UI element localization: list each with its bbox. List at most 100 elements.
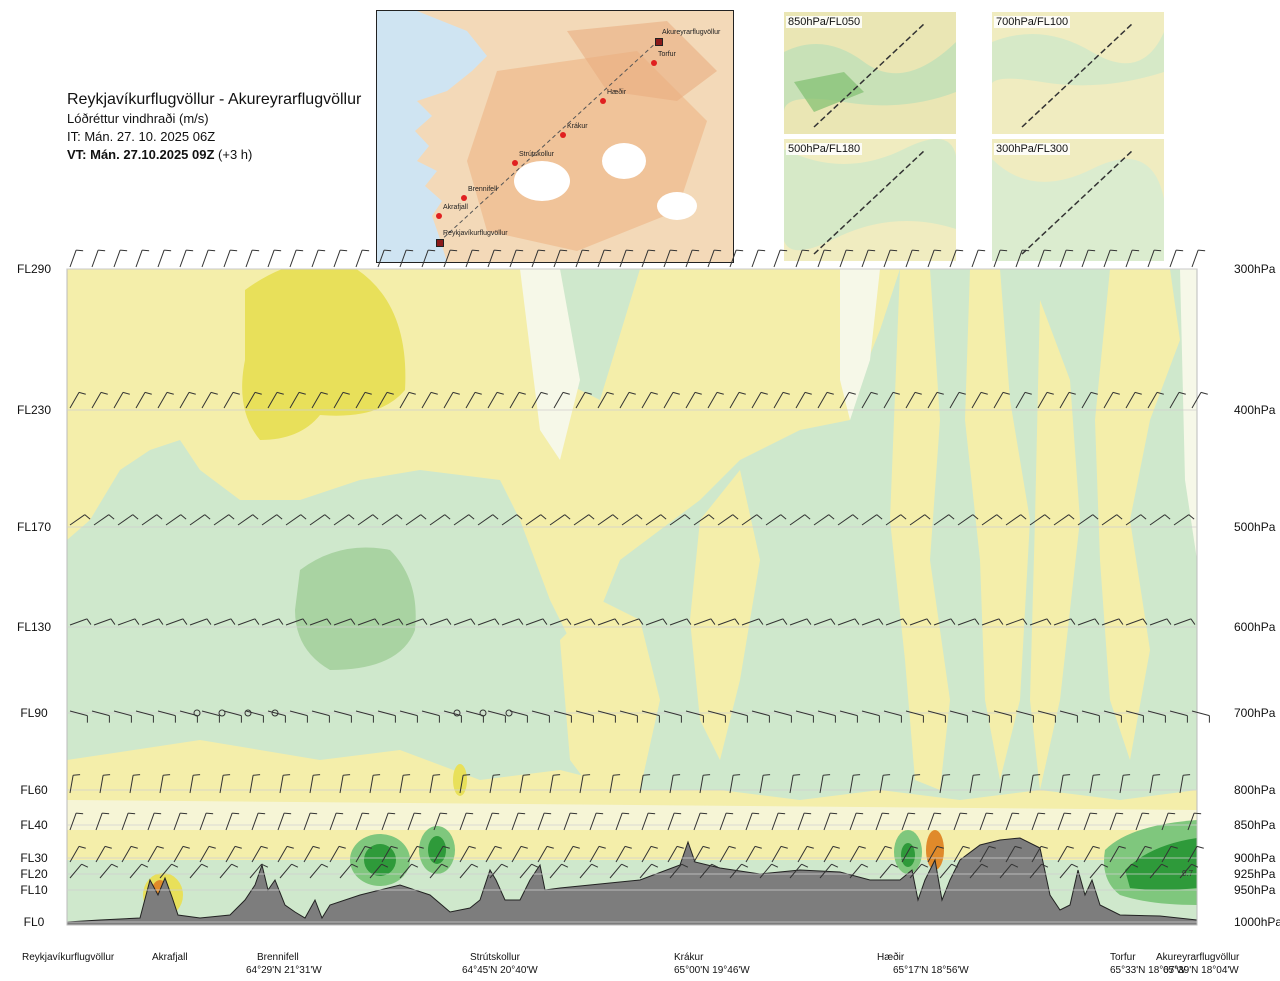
mini-map-300[interactable]: 300hPa/FL300	[992, 139, 1164, 261]
wind-barb	[525, 618, 548, 626]
wind-barb	[979, 845, 996, 863]
wind-barb	[303, 812, 318, 831]
wind-barb	[751, 249, 766, 268]
wind-barb	[249, 774, 261, 794]
wind-barb	[357, 514, 379, 526]
downdraft-band-3	[1030, 300, 1080, 790]
issue-time: IT: Mán. 27. 10. 2025 06Z	[67, 129, 216, 144]
wind-barb	[1169, 710, 1188, 723]
wind-barb	[333, 710, 352, 723]
flight-level-label: FL20	[20, 867, 48, 881]
wind-barb	[669, 863, 689, 879]
wind-barb	[309, 774, 321, 794]
wind-barb	[849, 774, 861, 794]
wind-barb	[69, 863, 89, 879]
wind-barb	[641, 845, 658, 863]
wind-barb	[641, 812, 656, 831]
wind-barb	[355, 812, 370, 831]
wind-barb	[823, 812, 838, 831]
wind-barb	[597, 618, 620, 626]
wind-barb	[759, 774, 771, 794]
route-map[interactable]: Akureyrarflugvöllur Torfur Hæðir Krákur Strú…	[376, 10, 734, 263]
pressure-level-label: 800hPa	[1234, 783, 1276, 797]
wind-barb	[759, 863, 779, 879]
wind-barb	[741, 618, 764, 626]
wind-barb	[1057, 845, 1074, 863]
wind-barb	[795, 249, 810, 268]
wind-barb	[645, 514, 667, 526]
wind-barb	[223, 249, 238, 268]
wind-barb	[1081, 710, 1100, 723]
wind-barb	[693, 618, 716, 626]
wind-barb	[157, 249, 172, 268]
wind-barb	[121, 812, 136, 831]
wind-barb	[201, 249, 216, 268]
wind-barb	[531, 391, 548, 409]
waypoint-label: Brennifell	[468, 186, 498, 193]
wind-barb	[849, 812, 864, 831]
wind-barb	[147, 812, 162, 831]
route-title: Reykjavíkurflugvöllur - Akureyrarflugvöl…	[67, 91, 362, 108]
wind-barb	[1191, 710, 1210, 723]
wind-barb	[1109, 845, 1126, 863]
wind-barb	[927, 249, 942, 268]
airport-marker[interactable]	[436, 239, 444, 247]
mini-map-850[interactable]: 850hPa/FL050	[784, 12, 956, 134]
mini-map-label: 850hPa/FL050	[786, 16, 863, 28]
neutral-strip-1	[520, 269, 580, 460]
calm-wind-marker	[244, 709, 252, 717]
mini-map-500[interactable]: 500hPa/FL180	[784, 139, 956, 261]
wind-barb	[459, 863, 479, 879]
wind-barb	[1101, 514, 1123, 526]
wind-barb	[909, 863, 929, 879]
downdraft-band-4	[1095, 269, 1180, 760]
waypoint-marker[interactable]	[436, 213, 442, 219]
neutral-lower-band	[67, 800, 1197, 830]
wind-barb	[201, 391, 218, 409]
wind-barb	[1029, 514, 1051, 526]
waypoint-marker[interactable]	[651, 60, 657, 66]
waypoint-marker[interactable]	[600, 98, 606, 104]
wind-barb	[641, 710, 660, 723]
wind-barb	[993, 391, 1010, 409]
wind-barb	[355, 845, 372, 863]
wind-barb	[823, 845, 840, 863]
wind-barb	[501, 514, 523, 526]
wind-barb	[771, 845, 788, 863]
wind-barb	[213, 514, 235, 526]
airport-marker[interactable]	[655, 38, 663, 46]
wind-barb	[745, 812, 760, 831]
wind-barb	[91, 249, 106, 268]
wind-barb	[597, 710, 616, 723]
wind-barb	[1059, 391, 1076, 409]
wind-barb	[861, 391, 878, 409]
waypoint-marker[interactable]	[560, 132, 566, 138]
wind-barb	[1077, 514, 1099, 526]
wind-barb	[459, 774, 471, 794]
wind-barb	[179, 249, 194, 268]
wind-barb	[817, 710, 836, 723]
wind-barb	[1037, 249, 1052, 268]
wind-barb	[165, 514, 187, 526]
wind-barb	[355, 710, 374, 723]
waypoint-marker[interactable]	[512, 160, 518, 166]
wind-barb	[839, 710, 858, 723]
wind-barb	[95, 845, 112, 863]
wind-barb	[813, 514, 835, 526]
mini-map-700[interactable]: 700hPa/FL100	[992, 12, 1164, 134]
wind-barb	[213, 618, 236, 626]
wind-barb	[357, 618, 380, 626]
wind-barb	[1169, 391, 1186, 409]
wind-barb	[443, 710, 462, 723]
wind-barb	[957, 618, 980, 626]
wind-barb	[789, 863, 809, 879]
wind-barb	[339, 863, 359, 879]
wind-barb	[355, 391, 372, 409]
wind-barb	[531, 710, 550, 723]
wind-barb	[1173, 618, 1196, 626]
wind-barb	[619, 391, 636, 409]
wind-barb	[615, 845, 632, 863]
wind-barb	[765, 618, 788, 626]
wind-barb	[933, 618, 956, 626]
waypoint-marker[interactable]	[461, 195, 467, 201]
